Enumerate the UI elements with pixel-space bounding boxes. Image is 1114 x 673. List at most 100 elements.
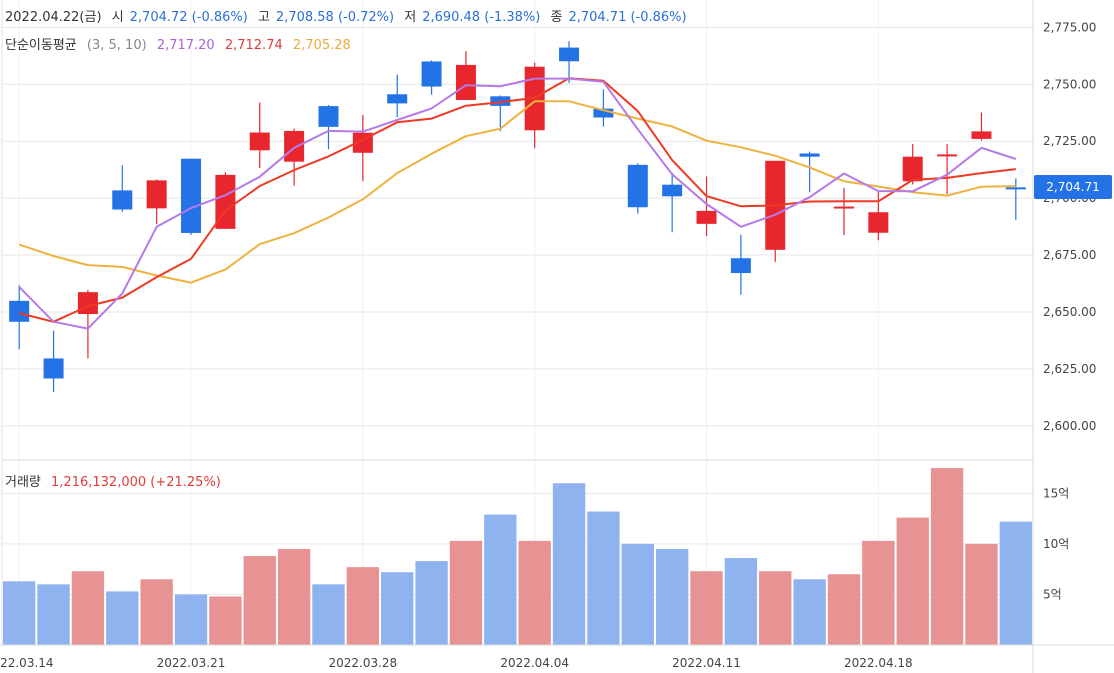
candle-body — [318, 106, 339, 127]
candle-body — [696, 210, 717, 224]
volume-bar — [71, 571, 105, 645]
candlesticks — [9, 41, 1026, 392]
volume-bar — [690, 571, 723, 645]
volume-bar — [449, 540, 483, 645]
candle-body — [284, 130, 305, 162]
candle-body — [77, 292, 98, 315]
high-label: 고 — [257, 10, 270, 25]
ma5-line — [18, 77, 1016, 323]
candle-body — [937, 154, 958, 157]
current-price-tag: 2,704.71 — [1034, 175, 1112, 200]
close-value: 2,704.71 (-0.86%) — [568, 10, 687, 25]
price-tick-label: 2,675.00 — [1043, 248, 1096, 262]
candle-body — [43, 358, 64, 379]
date-tick-label: 2022.03.14 — [0, 656, 54, 670]
volume-bar — [724, 558, 758, 645]
ma10-line — [18, 100, 1016, 284]
candle-body — [971, 131, 992, 139]
low-label: 저 — [404, 10, 417, 25]
ohlc-header: 2022.04.22(금) 시 2,704.72 (-0.86%) 고 2,708.… — [5, 6, 693, 25]
volume-bar — [862, 540, 895, 645]
candle-body — [421, 61, 442, 87]
price-tick-label: 2,750.00 — [1043, 77, 1096, 91]
ma-legend-periods: (3, 5, 10) — [86, 38, 147, 53]
volume-bar — [106, 591, 139, 645]
candle-body — [146, 180, 167, 209]
volume-bar — [759, 571, 792, 645]
open-label: 시 — [111, 10, 124, 25]
volume-bar — [655, 548, 689, 645]
candle-body — [249, 132, 270, 151]
date-tick-label: 2022.04.11 — [672, 656, 741, 670]
volume-bar — [312, 584, 345, 645]
volume-label: 거래량 — [5, 475, 41, 490]
volume-bar — [415, 561, 448, 645]
candle-body — [730, 258, 751, 274]
price-tick-label: 2,625.00 — [1043, 362, 1096, 376]
date-tick-label: 2022.04.18 — [844, 656, 913, 670]
candle-body — [1005, 187, 1026, 190]
volume-bar — [3, 581, 36, 645]
volume-bar — [484, 514, 517, 645]
ma3-line — [18, 77, 1017, 330]
high-value: 2,708.58 (-0.72%) — [275, 10, 395, 25]
volume-bar — [174, 594, 208, 645]
volume-bar — [209, 596, 242, 645]
volume-bar — [518, 540, 551, 645]
candle-body — [490, 96, 511, 106]
open-value: 2,704.72 (-0.86%) — [129, 10, 248, 25]
price-tick-label: 2,650.00 — [1043, 305, 1096, 319]
volume-bar — [37, 584, 70, 645]
volume-bar — [793, 579, 826, 645]
candle-body — [627, 164, 648, 208]
volume-bar — [621, 543, 654, 645]
volume-tick-label: 5억 — [1043, 587, 1062, 601]
volume-bar — [140, 579, 173, 645]
candle-body — [662, 184, 683, 197]
volume-bar — [896, 517, 929, 645]
price-tick-label: 2,600.00 — [1043, 419, 1096, 433]
volume-bars — [3, 468, 1032, 645]
volume-legend: 거래량 1,216,132,000 (+21.25%) — [5, 471, 227, 490]
candle-body — [181, 158, 202, 233]
chart-grid — [2, 0, 1033, 645]
header-date: 2022.04.22(금) — [5, 10, 102, 25]
price-tick-label: 2,775.00 — [1043, 20, 1096, 34]
candle-body — [387, 94, 408, 104]
volume-bar — [346, 567, 380, 645]
volume-bar — [827, 574, 861, 645]
volume-bar — [587, 511, 620, 645]
low-value: 2,690.48 (-1.38%) — [422, 10, 541, 25]
ma5-value: 2,712.74 — [224, 38, 283, 53]
moving-average-lines — [18, 77, 1017, 330]
candle-body — [9, 300, 30, 322]
volume-tick-label: 10억 — [1043, 537, 1069, 551]
volume-bar — [930, 468, 964, 645]
volume-value: 1,216,132,000 (+21.25%) — [51, 475, 221, 490]
volume-tick-label: 15억 — [1043, 486, 1069, 500]
price-tick-label: 2,725.00 — [1043, 134, 1096, 148]
candle-body — [455, 64, 476, 100]
ma-legend: 단순이동평균 (3, 5, 10) 2,717.20 2,712.74 2,70… — [5, 34, 357, 53]
ma3-value: 2,717.20 — [156, 38, 215, 53]
close-label: 종 — [550, 10, 563, 25]
date-tick-label: 2022.03.21 — [157, 656, 226, 670]
candle-body — [215, 174, 236, 229]
volume-bar — [999, 521, 1032, 645]
volume-bar — [381, 572, 414, 645]
candle-body — [799, 153, 820, 157]
candle-body — [902, 156, 923, 182]
candle-body — [559, 47, 580, 62]
candle-body — [868, 212, 889, 233]
candle-body — [112, 190, 133, 210]
date-tick-label: 2022.04.04 — [500, 656, 569, 670]
date-tick-label: 2022.03.28 — [328, 656, 397, 670]
candle-body — [833, 206, 854, 209]
volume-bar — [277, 548, 311, 645]
volume-bar — [552, 483, 586, 645]
ma10-value: 2,705.28 — [292, 38, 351, 53]
volume-bar — [243, 556, 276, 645]
candle-body — [593, 108, 614, 118]
volume-bar — [965, 543, 998, 645]
